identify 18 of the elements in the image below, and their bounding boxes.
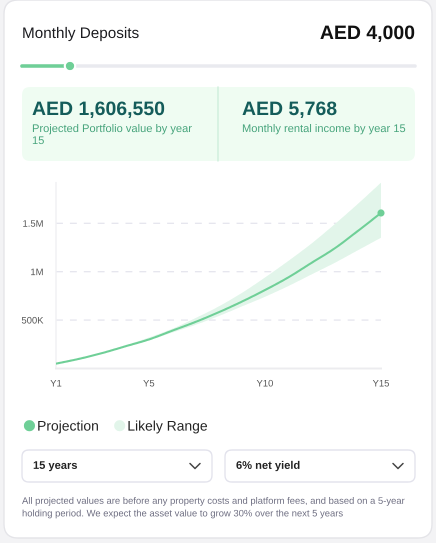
text: 15 years	[34, 461, 78, 472]
text: Monthly Deposits	[23, 26, 139, 42]
text: Likely Range	[128, 420, 207, 434]
text: AED 5,768	[242, 101, 337, 118]
legend-label: Projection	[38, 420, 98, 434]
text: Monthly rental income by year 15	[242, 124, 406, 134]
x-tick-label: Y1	[50, 380, 62, 386]
text: Projected Portfolio value by year 15	[32, 124, 192, 144]
y-tick-label: 1.5M	[23, 220, 43, 227]
text: All projected values are before any property costs and platform fees, and based on a 5-year holding period. We expect the asset value to grow 30% over the next 5 years	[22, 497, 405, 518]
text: 6% net yield	[236, 460, 300, 472]
x-tick-label: Y10	[256, 380, 273, 387]
y-tick-label: 500K	[22, 316, 44, 324]
text: AED 4,000	[320, 25, 414, 42]
x-tick-label: Y15	[372, 380, 390, 387]
y-tick-label: 1M	[31, 268, 43, 276]
text: AED 1,606,550	[32, 101, 164, 118]
x-tick-label: Y5	[143, 380, 154, 387]
